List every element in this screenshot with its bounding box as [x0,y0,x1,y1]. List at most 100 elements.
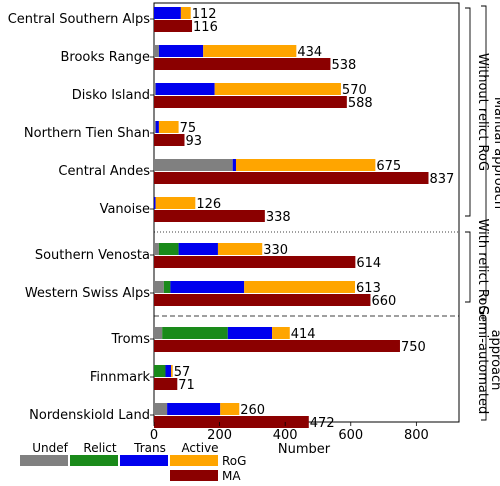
rog-total-label: 434 [297,45,322,60]
legend-label-relict: Relict [83,441,116,455]
ma-value-label: 71 [178,378,195,393]
rog-bar-active [272,327,290,339]
legend-label-trans: Trans [133,441,166,455]
rog-total-label: 414 [291,327,316,342]
ma-bar [154,256,356,268]
rog-bar-undef [154,403,168,415]
ma-bar [154,172,429,184]
legend-label-active: Active [181,441,218,455]
bracket-without-relict [465,7,471,217]
legend-swatch-relict [70,455,118,466]
rog-bar-trans [232,159,236,171]
rog-bar-undef [154,281,164,293]
category-label: Vanoise [100,202,150,217]
legend-swatch-undef [20,455,68,466]
x-axis-title: Number [278,442,331,457]
category-label: Northern Tien Shan [24,126,150,141]
rog-bar-undef [154,243,159,255]
category-label: Nordenskiold Land [29,408,150,423]
ma-bar [154,294,371,306]
ma-bar [154,58,331,70]
x-tick-label: 200 [207,428,232,443]
x-axis: 0 200 400 600 800 Number [150,422,429,457]
legend-label-rog: RoG [222,454,246,468]
rog-bar-active [155,197,196,209]
ma-bar [154,416,309,428]
ma-value-label: 93 [186,134,203,149]
rog-total-label: 330 [263,243,288,258]
category-label: Brooks Range [60,50,150,65]
rog-bar-active [220,403,240,415]
rog-bar-trans [178,243,218,255]
group-label-manual: Manual approach [491,97,500,209]
rog-bar-relict [154,365,166,377]
category-label: Disko Island [72,88,150,103]
legend-swatch-trans [120,455,168,466]
rog-bar-active [235,159,376,171]
rog-bar-undef [154,45,159,57]
rog-bar-trans [154,197,156,209]
rog-bar-trans [165,365,172,377]
rog-bar-relict [163,281,171,293]
bracket-with-relict [465,231,471,303]
rog-bar-active [203,45,297,57]
legend-swatch-active [170,455,218,466]
rog-total-label: 112 [192,7,217,22]
rog-bar-trans [158,45,204,57]
group-label-semi-line2: approach [488,330,500,391]
rog-total-label: 75 [180,121,197,136]
rog-bar-trans [154,7,181,19]
rog-bar-active [217,243,263,255]
x-tick-label: 400 [273,428,298,443]
rog-total-label: 570 [342,83,367,98]
ma-value-label: 614 [356,256,381,271]
ma-value-label: 472 [310,416,335,431]
rog-bar-trans [155,83,215,95]
ma-value-label: 538 [331,58,356,73]
ma-bar [154,96,347,108]
rog-total-label: 57 [174,365,191,380]
rog-bar-trans [227,327,273,339]
legend-label-undef: Undef [32,441,68,455]
category-labels: Central Southern Alps Brooks Range Disko I… [8,12,154,423]
ma-value-label: 116 [193,20,218,35]
category-label: Central Southern Alps [8,12,150,27]
ma-value-label: 338 [266,210,291,225]
bracket-semi-automated [481,317,487,421]
x-tick-label: 800 [404,428,429,443]
rog-bar-active [214,83,341,95]
bracket-manual [481,5,487,301]
group-label-semi-line1: Semi-automated [475,306,490,414]
group-label-with-relict: With relict RoG [475,219,490,316]
ma-bar [154,340,400,352]
rog-bar-undef [154,83,156,95]
rog-bar-relict [162,327,228,339]
rog-bar-active [244,281,356,293]
rog-bar-undef [154,159,233,171]
rog-bar-relict [158,243,179,255]
rog-bar-trans [155,121,159,133]
rog-bar-active [180,7,191,19]
ma-bar [154,20,193,32]
x-tick-label: 0 [150,428,158,443]
rog-bar-undef [154,327,163,339]
ma-value-label: 588 [348,96,373,111]
category-label: Southern Venosta [35,248,150,263]
group-label-without-relict: Without relict RoG [475,53,490,171]
rog-bar-trans [170,281,245,293]
category-label: Troms [111,332,151,347]
legend-swatch-ma [170,470,218,481]
x-tick-label: 600 [338,428,363,443]
category-label: Central Andes [58,164,150,179]
rog-bar-trans [167,403,221,415]
ma-value-label: 660 [371,294,396,309]
rog-total-label: 675 [376,159,401,174]
rog-bar-undef [154,121,156,133]
rog-total-label: 126 [196,197,221,212]
category-label: Finnmark [90,370,151,385]
group-brackets: Without relict RoG With relict RoG Manual … [465,5,500,421]
ma-bar [154,378,178,390]
